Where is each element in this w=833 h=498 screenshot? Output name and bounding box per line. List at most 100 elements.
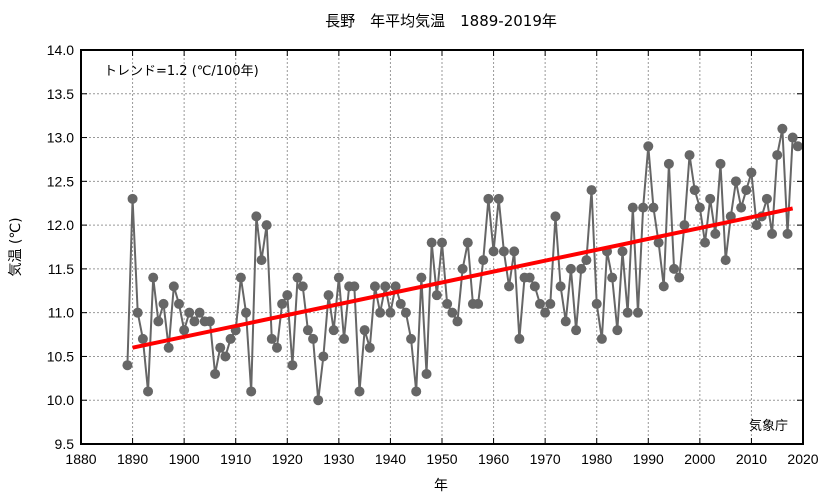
data-point-1914 [251, 211, 262, 222]
data-point-1995 [669, 263, 680, 274]
data-point-2007 [730, 176, 741, 187]
data-point-2013 [761, 193, 772, 204]
y-tick-label: 10.0 [47, 392, 74, 408]
data-point-1941 [390, 281, 401, 292]
data-point-1962 [498, 246, 509, 257]
y-tick-label: 12.0 [47, 217, 74, 233]
x-tick-label: 1940 [375, 451, 406, 467]
data-point-1902 [189, 316, 200, 327]
data-point-1896 [158, 298, 169, 309]
data-point-1897 [163, 342, 174, 353]
data-point-1990 [643, 141, 654, 152]
data-point-1943 [400, 307, 411, 318]
data-point-1980 [591, 298, 602, 309]
data-point-1952 [447, 307, 458, 318]
x-tick-label: 1950 [426, 451, 457, 467]
data-point-1927 [318, 351, 329, 362]
x-tick-label: 1880 [65, 451, 96, 467]
data-point-1986 [622, 307, 633, 318]
data-point-1979 [586, 185, 597, 196]
x-axis-label: 年 [434, 478, 448, 494]
data-point-2000 [694, 202, 705, 213]
data-point-1925 [308, 333, 319, 344]
data-point-2005 [720, 255, 731, 266]
data-point-2017 [782, 228, 793, 239]
data-point-1947 [421, 368, 432, 379]
data-point-1987 [627, 202, 638, 213]
data-point-1976 [571, 325, 582, 336]
grid [81, 50, 803, 444]
y-tick-label: 13.5 [47, 86, 74, 102]
x-tick-label: 1980 [581, 451, 612, 467]
data-point-1900 [179, 325, 190, 336]
data-point-1924 [302, 325, 313, 336]
trend-line-group [132, 206, 794, 350]
x-tick-label: 2010 [736, 451, 767, 467]
data-point-1920 [282, 290, 293, 301]
data-point-2016 [777, 123, 788, 134]
plot-frame [80, 49, 804, 445]
data-point-1917 [266, 333, 277, 344]
data-point-1915 [256, 255, 267, 266]
y-tick-label: 10.5 [47, 348, 74, 364]
data-point-1908 [220, 351, 231, 362]
data-point-1889 [122, 360, 133, 371]
data-point-1953 [452, 316, 463, 327]
data-point-1975 [565, 263, 576, 274]
x-tick-label: 1930 [323, 451, 354, 467]
y-axis-label: 気温 (℃) [8, 217, 24, 276]
data-point-2019 [792, 141, 803, 152]
data-point-2010 [746, 167, 757, 178]
data-point-1893 [143, 386, 154, 397]
data-point-1989 [638, 202, 649, 213]
data-point-1973 [555, 281, 566, 292]
data-point-1936 [364, 342, 375, 353]
data-point-1930 [333, 272, 344, 283]
data-point-2002 [705, 193, 716, 204]
data-point-1923 [297, 281, 308, 292]
data-point-1928 [323, 290, 334, 301]
data-point-1999 [689, 185, 700, 196]
data-point-1938 [375, 307, 386, 318]
data-point-1991 [648, 202, 659, 213]
data-point-2006 [725, 211, 736, 222]
data-point-1926 [313, 395, 324, 406]
data-point-1972 [550, 211, 561, 222]
data-point-1911 [235, 272, 246, 283]
data-point-1922 [292, 272, 303, 283]
data-point-1895 [153, 316, 164, 327]
data-point-1983 [607, 272, 618, 283]
data-point-1894 [148, 272, 159, 283]
data-point-1891 [132, 307, 143, 318]
source-label: 気象庁 [749, 418, 788, 434]
x-tick-label: 2000 [684, 451, 715, 467]
data-point-1978 [581, 255, 592, 266]
data-point-1984 [612, 325, 623, 336]
data-point-2011 [751, 220, 762, 231]
data-point-1899 [173, 298, 184, 309]
data-point-1901 [184, 307, 195, 318]
data-point-1977 [576, 263, 587, 274]
y-tick-label: 11.0 [48, 305, 74, 321]
data-point-1967 [524, 272, 535, 283]
data-point-1958 [478, 255, 489, 266]
data-point-1912 [241, 307, 252, 318]
data-point-2014 [767, 228, 778, 239]
data-point-1949 [431, 290, 442, 301]
data-point-1971 [545, 298, 556, 309]
data-point-1954 [457, 263, 468, 274]
data-point-1892 [137, 333, 148, 344]
y-tick-label: 11.5 [48, 261, 74, 277]
data-point-1944 [406, 333, 417, 344]
data-point-1907 [215, 342, 226, 353]
data-point-1998 [684, 150, 695, 161]
data-point-1939 [380, 281, 391, 292]
data-point-1933 [349, 281, 360, 292]
temperature-series [122, 123, 803, 406]
y-axis-ticks: 9.5 10.0 10.5 11.0 11.5 12.0 12.5 13.0 13.5 14.0 [47, 42, 803, 452]
x-tick-label: 1910 [220, 451, 251, 467]
y-tick-label: 14.0 [47, 42, 74, 58]
data-point-1964 [509, 246, 520, 257]
x-tick-label: 1920 [272, 451, 303, 467]
data-point-2015 [772, 150, 783, 161]
